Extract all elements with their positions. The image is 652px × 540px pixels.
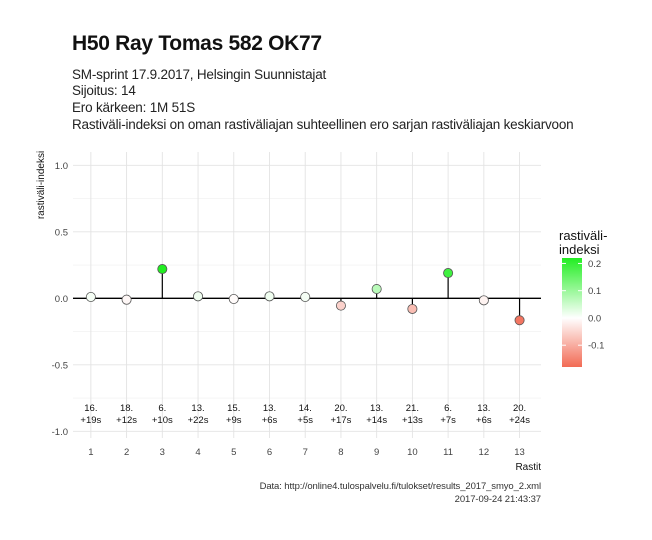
rank-label: 13.	[263, 403, 276, 414]
legend-tick-label: 0.2	[588, 259, 601, 270]
data-point	[407, 303, 418, 314]
timestamp-caption: 2017-09-24 21:43:37	[454, 494, 541, 505]
diff-label: +24s	[509, 415, 530, 426]
y-tick-label: 0.5	[55, 227, 68, 238]
rank-label: 13.	[191, 403, 204, 414]
x-tick-label: 5	[231, 447, 236, 458]
x-tick-label: 11	[443, 447, 453, 458]
data-point	[264, 291, 275, 302]
rank-label: 6.	[158, 403, 166, 414]
rank-label: 6.	[444, 403, 452, 414]
data-point	[121, 294, 132, 305]
y-axis-label: rastiväli-indeksi	[36, 151, 47, 219]
diff-label: +6s	[262, 415, 278, 426]
y-tick-label: 1.0	[55, 161, 68, 172]
subtitle-event: SM-sprint 17.9.2017, Helsingin Suunnista…	[72, 67, 327, 82]
diff-label: +9s	[226, 415, 242, 426]
diff-label: +14s	[366, 415, 387, 426]
data-point	[85, 291, 96, 302]
diff-label: +17s	[331, 415, 352, 426]
x-axis-label: Rastit	[515, 462, 541, 473]
subtitle-gap: Ero kärkeen: 1M 51S	[72, 100, 196, 115]
data-point	[300, 291, 311, 302]
diff-label: +19s	[80, 415, 101, 426]
x-tick-label: 10	[407, 447, 418, 458]
diff-label: +6s	[476, 415, 492, 426]
rank-label: 21.	[406, 403, 419, 414]
diff-label: +5s	[297, 415, 313, 426]
data-point	[478, 295, 489, 306]
data-point	[443, 268, 454, 279]
data-point	[371, 284, 382, 295]
rank-label: 20.	[513, 403, 526, 414]
rank-label: 13.	[370, 403, 383, 414]
legend-tick-label: -0.1	[588, 341, 604, 352]
diff-label: +22s	[188, 415, 209, 426]
x-tick-label: 2	[124, 447, 129, 458]
chart-title: H50 Ray Tomas 582 OK77	[72, 32, 322, 55]
x-tick-label: 7	[303, 447, 308, 458]
data-point	[157, 264, 168, 275]
rank-label: 20.	[334, 403, 347, 414]
diff-label: +13s	[402, 415, 423, 426]
diff-label: +7s	[440, 415, 456, 426]
data-source-caption: Data: http://online4.tulospalvelu.fi/tul…	[259, 481, 542, 492]
diff-label: +12s	[116, 415, 137, 426]
data-point	[193, 291, 204, 302]
y-tick-label: 0.0	[55, 294, 68, 305]
legend-title: indeksi	[559, 242, 600, 257]
x-tick-label: 3	[160, 447, 165, 458]
y-tick-label: -1.0	[52, 427, 68, 438]
x-tick-label: 12	[479, 447, 490, 458]
x-tick-label: 8	[338, 447, 343, 458]
x-tick-label: 13	[514, 447, 525, 458]
data-point	[228, 293, 239, 304]
subtitle-rank: Sijoitus: 14	[72, 83, 136, 98]
x-tick-label: 6	[267, 447, 272, 458]
x-tick-label: 1	[88, 447, 93, 458]
rank-label: 14.	[299, 403, 312, 414]
legend-colorbar	[562, 258, 582, 367]
x-tick-label: 4	[195, 447, 200, 458]
data-point	[335, 300, 346, 311]
legend-title: rastiväli-	[559, 228, 607, 243]
rank-label: 18.	[120, 403, 133, 414]
x-tick-label: 9	[374, 447, 379, 458]
legend-tick-label: 0.0	[588, 313, 601, 324]
rank-label: 16.	[84, 403, 97, 414]
legend-tick-label: 0.1	[588, 286, 601, 297]
data-point	[514, 315, 525, 326]
rank-label: 13.	[477, 403, 490, 414]
subtitle-explanation: Rastiväli-indeksi on oman rastiväliajan …	[72, 117, 574, 132]
diff-label: +10s	[152, 415, 173, 426]
y-tick-label: -0.5	[52, 360, 68, 371]
rank-label: 15.	[227, 403, 240, 414]
